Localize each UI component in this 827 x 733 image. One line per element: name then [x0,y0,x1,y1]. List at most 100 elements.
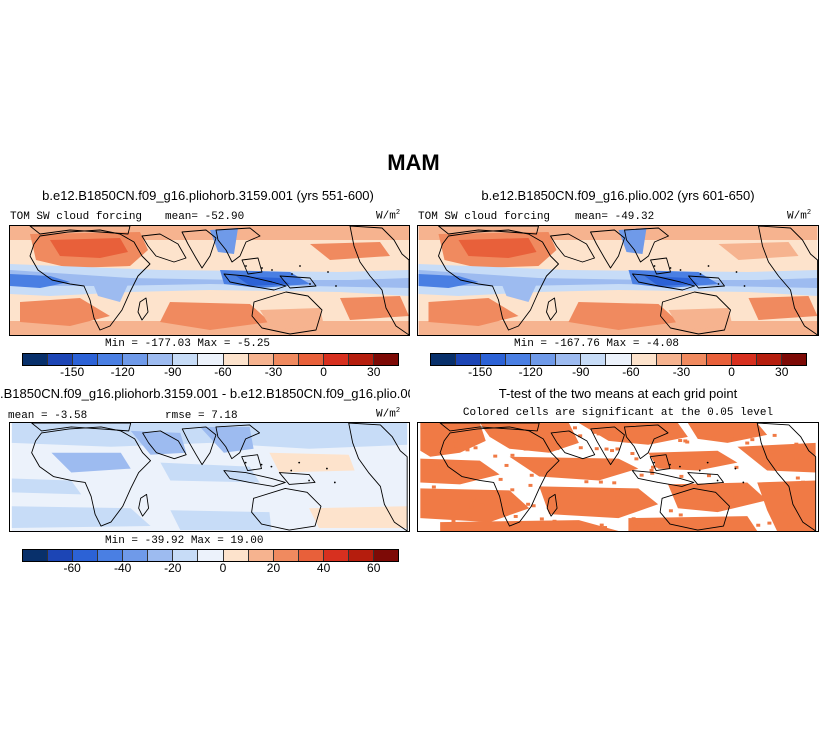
panel1-field [10,226,409,335]
significant-cell [550,457,555,461]
significant-cell [465,448,470,452]
panel4-title: T-test of the two means at each grid poi… [498,386,738,401]
panel1-minmax: Min = -177.03 Max = -5.25 [105,338,271,350]
australia-coastline [251,291,323,335]
significant-cell [451,519,456,523]
island-marker [706,461,709,464]
significant-cell [627,466,631,470]
significant-cell [596,432,601,436]
cbar1-tick: -30 [264,365,283,379]
island-marker [244,461,247,464]
island-marker [742,481,745,484]
panel1-colorbar-ticks: -150 -120 -90 -60 -30 0 30 [22,365,399,381]
indian-negative [160,462,260,483]
significant-cell [700,489,705,493]
cbar2-tick: 0 [728,365,735,379]
island-marker [299,265,301,267]
significant-cell [498,477,503,481]
significant-cell [706,474,711,478]
significant-cell [697,495,702,499]
colorbar-swatch [123,354,149,365]
significant-cell [683,452,688,456]
significant-cell [492,491,497,495]
significant-cell [712,489,717,493]
colorbar-swatch [73,550,99,561]
cbar3-tick: 20 [266,561,281,575]
cbar2-tick: -30 [672,365,691,379]
colorbar-swatch [348,550,374,561]
significant-cell [591,474,596,478]
significant-cell [454,444,458,448]
island-marker [326,467,328,470]
panel1-colorbar [22,353,399,366]
americas-coastline [758,226,818,335]
colorbar-swatch [198,550,224,561]
sahel-negative [51,452,131,473]
arabia-coastline [142,430,187,460]
colorbar-swatch [23,550,49,561]
significant-cell [543,425,548,429]
madagascar-coastline [138,493,150,517]
colorbar-swatch [506,354,532,365]
significant-cell [750,438,755,442]
significant-cell [775,493,780,497]
cbar3-tick: -20 [164,561,182,575]
significant-cell [616,469,621,473]
significant-cell [599,523,604,527]
panel3-units: W/m2 [376,407,401,421]
significant-cell [796,486,801,490]
significant-cell [767,521,772,525]
significant-cell [569,521,574,525]
significant-cell [787,523,792,527]
significant-cell [592,430,597,434]
significant-cell [480,503,485,507]
significant-cell [455,526,460,530]
cbar2-tick: 30 [775,365,789,379]
arabia-coastline [550,430,596,460]
significant-cell [510,488,515,492]
significant-cell [444,500,449,504]
panel1-coastlines [29,226,409,335]
significant-cell [637,425,642,429]
cbar3-tick: 40 [316,561,331,575]
colorbar-swatch [123,550,149,561]
significant-cell [594,447,599,451]
south-pacific-region [748,296,818,320]
colorbar-swatch [173,354,199,365]
colorbar-swatch [223,550,249,561]
panel2-units: W/m2 [787,209,812,223]
africa-coastline [439,426,560,527]
island-marker [707,265,710,267]
indonesia-coastline [223,470,286,487]
significant-cell [596,499,601,503]
island-marker [679,269,682,271]
significant-cell [801,480,805,484]
island-marker [717,283,720,285]
cbar1-tick: -120 [110,365,135,379]
south-pacific-positive [309,506,408,529]
significant-cell [577,476,582,480]
significant-cell [598,513,603,517]
americas-coastline [756,423,817,531]
significant-cell [557,459,562,463]
significant-cell [450,514,455,518]
colorbar-swatch [198,354,224,365]
significant-cell [469,505,474,509]
colorbar-swatch [148,550,174,561]
colorbar-swatch [273,550,299,561]
significant-cell [604,447,609,451]
americas-coastline [348,423,408,531]
panel3-field [11,423,408,531]
significant-cell [770,482,775,486]
significant-cell [765,498,770,502]
significant-cell [677,430,682,434]
colorbar-swatch [323,550,349,561]
colorbar-swatch [431,354,457,365]
australia-coastline [660,291,731,335]
arabia-coastline [550,233,595,263]
significant-cell [596,468,601,472]
colorbar-swatch [456,354,482,365]
southeast-asia-coastline [215,424,260,460]
panel3-rmse: rmse = 7.18 [165,410,238,422]
south-indian-negative [170,510,272,531]
